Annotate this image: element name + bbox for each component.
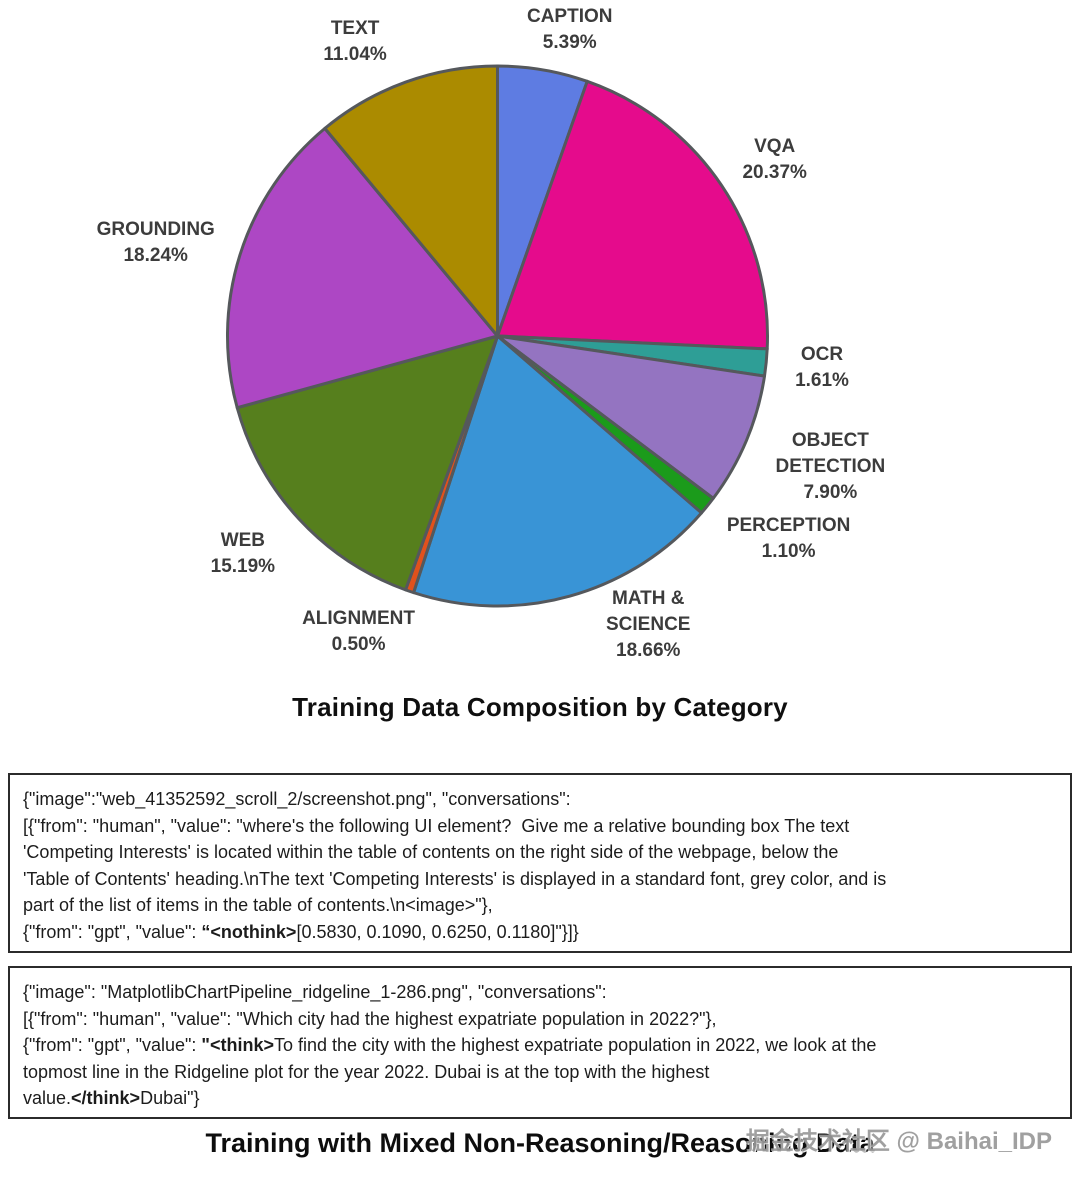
pie-slice-vqa (496, 79, 769, 351)
code-line: 'Table of Contents' heading.\nThe text '… (23, 868, 887, 889)
pie-label-text: TEXT 11.04% (323, 18, 387, 66)
pie-slice-math-science (412, 334, 703, 608)
code-box-nothink-example: {"image":"web_41352592_scroll_2/screensh… (8, 773, 1072, 953)
code-line: topmost line in the Ridgeline plot for t… (23, 1061, 710, 1082)
code-line: part of the list of items in the table o… (23, 895, 493, 915)
pie-slice-grounding (226, 126, 499, 410)
watermark: 掘金技术社区 @ Baihai_IDP (745, 1128, 1052, 1155)
pie-slice-text (323, 64, 499, 338)
pie-label-math-science: MATH & SCIENCE 18.66% (606, 587, 691, 661)
chart-title: Training Data Composition by Category (292, 692, 788, 722)
code-line: {"image": "MatplotlibChartPipeline_ridge… (23, 982, 607, 1002)
pie-label-perception: PERCEPTION 1.10% (726, 514, 851, 562)
pie-label-caption: CAPTION 5.39% (526, 6, 613, 54)
pie-label-grounding: GROUNDING 18.24% (96, 219, 215, 267)
pie-chart-svg (226, 64, 769, 608)
bottom-title: Training with Mixed Non-Reasoning/Reason… (205, 1128, 875, 1158)
pie-label-alignment: ALIGNMENT 0.50% (302, 608, 415, 656)
code-line: {"from": "gpt", "value": "<think>To find… (23, 1035, 877, 1055)
code-line: [{"from": "human", "value": "where's the… (23, 815, 850, 836)
pie-slice-object-detection (496, 334, 767, 500)
code-line: 'Competing Interests' is located within … (23, 842, 839, 862)
code-line: value.</think>Dubai"} (23, 1088, 200, 1108)
pie-label-vqa: VQA 20.37% (742, 135, 807, 183)
pie-label-web: WEB 15.19% (210, 530, 276, 578)
code-line: [{"from": "human", "value": "Which city … (23, 1008, 717, 1029)
code-line: {"from": "gpt", "value": “<nothink>[0.58… (23, 921, 579, 942)
pie-label-object-detection: OBJECT DETECTION 7.90% (775, 429, 886, 503)
code-line: {"image":"web_41352592_scroll_2/screensh… (23, 789, 571, 809)
code-box-think-example: {"image": "MatplotlibChartPipeline_ridge… (8, 966, 1072, 1119)
pie-chart-figure: CAPTION 5.39% VQA 20.37% OCR 1.61% OBJECT DETEC… (96, 6, 886, 722)
pie-slice-web (235, 334, 499, 592)
pie-label-ocr: OCR 1.61% (795, 344, 849, 392)
